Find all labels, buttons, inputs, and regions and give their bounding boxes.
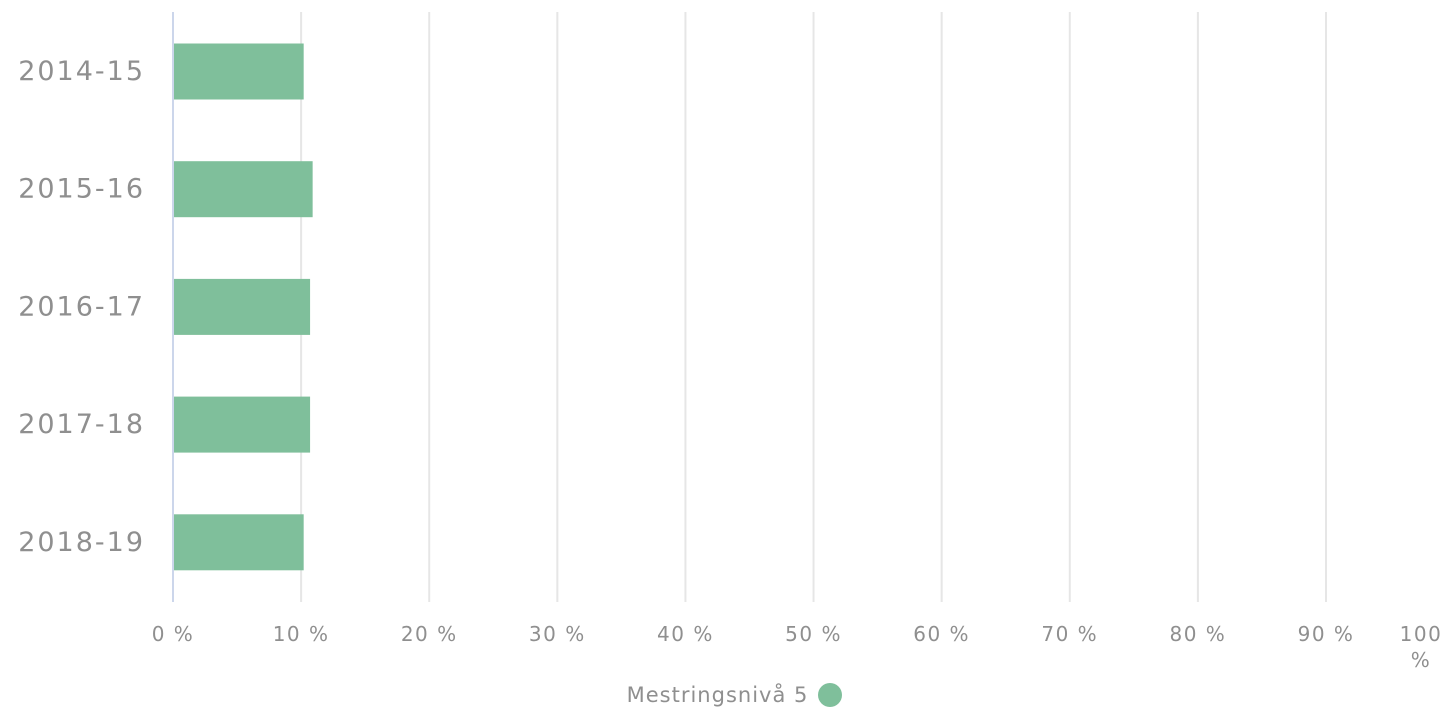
bar[interactable] [173,514,304,571]
bar[interactable] [173,396,311,453]
bars [173,43,313,571]
x-tick-label: 0 % [152,622,195,646]
x-tick-label: 40 % [657,622,714,646]
category-label: 2016-17 [18,291,145,322]
category-label: 2015-16 [18,174,145,205]
x-tick-label: 60 % [913,622,970,646]
x-tick-label: 30 % [529,622,586,646]
legend-label: Mestringsnivå 5 [626,683,809,707]
bar-chart: 2014-15 2015-16 2016-17 2017-18 2018-19 0 % 1… [18,12,1443,672]
category-label: 2018-19 [18,527,145,558]
x-tick-label: 100% [1400,622,1443,672]
category-labels: 2014-15 2015-16 2016-17 2017-18 2018-19 [18,56,145,558]
category-label: 2017-18 [18,409,145,440]
legend: Mestringsnivå 5 [0,678,1447,712]
gridlines [300,12,1327,602]
x-tick-label: 70 % [1041,622,1098,646]
bar[interactable] [173,43,304,100]
bar[interactable] [173,278,311,335]
x-tick-label: 80 % [1169,622,1226,646]
x-tick-label: 50 % [785,622,842,646]
x-tick-labels: 0 % 10 % 20 % 30 % 40 % 50 % 60 % 70 % 80 % 90 % 1… [152,622,1443,672]
x-tick-label: 90 % [1298,622,1355,646]
bar[interactable] [173,161,313,218]
legend-swatch [818,683,843,707]
category-label: 2014-15 [18,56,145,87]
legend-item[interactable]: Mestringsnivå 5 [627,683,843,707]
x-tick-label: 10 % [273,622,330,646]
x-tick-label: 20 % [401,622,458,646]
